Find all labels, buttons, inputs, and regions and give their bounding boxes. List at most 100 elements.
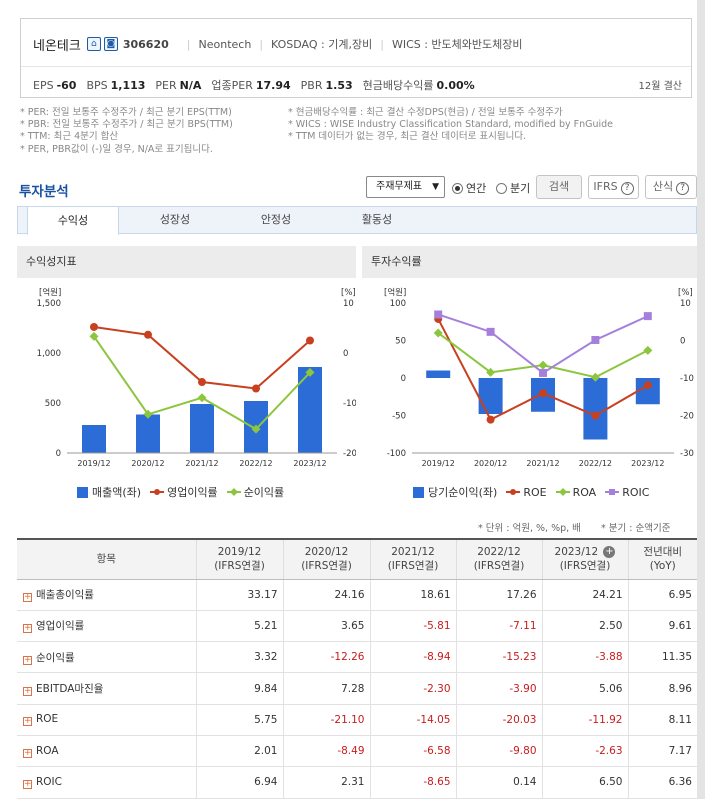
expand-columns-icon[interactable]: + <box>603 546 616 559</box>
expand-row-icon[interactable]: + <box>23 623 32 634</box>
footnotes-left: * PER: 전일 보통주 수정주가 / 최근 분기 EPS(TTM) * PB… <box>20 107 290 156</box>
data-point <box>591 335 600 344</box>
row-label[interactable]: + 순이익률 <box>17 641 196 674</box>
expand-row-icon[interactable]: + <box>23 592 32 603</box>
bar <box>190 404 214 453</box>
table-cell: 0.14 <box>455 766 542 799</box>
legend-item[interactable]: ROIC <box>605 486 649 499</box>
x-tick-label: 2023/12 <box>631 459 664 468</box>
data-point <box>433 328 443 338</box>
chart-title: 투자수익률 <box>362 246 697 278</box>
x-tick-label: 2019/12 <box>77 459 110 468</box>
table-row[interactable]: + 영업이익률 5.21 3.65 -5.81 -7.11 2.50 9.61 <box>17 610 697 643</box>
tab-growth[interactable]: 성장성 <box>159 213 191 226</box>
legend-item[interactable]: ROA <box>555 486 596 499</box>
home-icon[interactable]: ⌂ <box>86 37 101 51</box>
row-label[interactable]: + EBITDA마진율 <box>17 672 196 705</box>
data-point <box>90 322 98 331</box>
row-label[interactable]: + ROIC <box>17 766 196 799</box>
search-button[interactable]: 검색 <box>536 175 582 199</box>
legend-item[interactable]: 영업이익률 <box>150 484 218 500</box>
legend-item[interactable]: 당기순이익(좌) <box>413 484 497 500</box>
table-cell: -21.10 <box>282 704 370 736</box>
table-cell: -8.49 <box>282 735 370 768</box>
table-cell: 24.21 <box>541 579 628 611</box>
legend-item[interactable]: 매출액(좌) <box>77 484 141 500</box>
row-label[interactable]: + 매출총이익률 <box>17 579 196 611</box>
expand-row-icon[interactable]: + <box>23 716 32 727</box>
formula-help-button[interactable]: 산식? <box>645 175 697 199</box>
scrollbar[interactable] <box>697 0 705 799</box>
statement-select[interactable]: 주재무제표 ▼ <box>366 176 445 198</box>
data-point <box>89 331 99 341</box>
section-title: 투자분석 <box>19 184 69 200</box>
table-cell: 33.17 <box>195 579 283 611</box>
chart-title: 수익성지표 <box>17 246 356 278</box>
left-tick-label: 100 <box>390 299 406 309</box>
divider: | <box>380 37 384 51</box>
formula-button-label: 산식 <box>652 180 674 193</box>
expand-row-icon[interactable]: + <box>23 747 32 758</box>
analysis-tabs: 수익성 성장성 안정성 활동성 <box>17 206 697 235</box>
radio-annual[interactable]: 연간 <box>452 180 486 196</box>
x-tick-label: 2022/12 <box>239 459 272 468</box>
tab-profitability[interactable]: 수익성 <box>27 206 119 235</box>
stat-pbr: PBR 1.53 <box>300 78 353 92</box>
legend-line-icon <box>506 489 521 495</box>
header-period: 2023/12 + (IFRS연결) <box>541 538 628 580</box>
tab-stability[interactable]: 안정성 <box>260 213 292 226</box>
table-row[interactable]: + EBITDA마진율 9.84 7.28 -2.30 -3.90 5.06 8.96 <box>17 672 697 705</box>
radio-annual-label: 연간 <box>466 182 487 195</box>
expand-row-icon[interactable]: + <box>23 686 32 697</box>
tab-activity[interactable]: 활동성 <box>361 213 393 226</box>
card-divider <box>21 66 691 67</box>
bar <box>583 378 608 440</box>
ifrs-button-label: IFRS <box>593 180 618 193</box>
table-cell: 3.32 <box>195 641 283 674</box>
left-tick-label: -100 <box>387 449 406 459</box>
yoy-cell: 7.17 <box>627 735 697 768</box>
data-point <box>486 327 495 336</box>
x-tick-label: 2022/12 <box>579 459 612 468</box>
data-point <box>434 310 443 319</box>
x-tick-label: 2021/12 <box>526 459 559 468</box>
table-cell: 5.21 <box>195 610 283 643</box>
left-tick-label: 1,000 <box>37 349 61 359</box>
table-row[interactable]: + ROIC 6.94 2.31 -8.65 0.14 6.50 6.36 <box>17 766 697 799</box>
ifrs-help-button[interactable]: IFRS? <box>588 175 639 199</box>
profitability-chart-panel: 수익성지표 [억원] [%] 1,500 1,000 500 0 10 0 -10 -20 2019… <box>17 246 356 508</box>
radio-quarter-label: 분기 <box>510 182 531 195</box>
radio-quarter[interactable]: 분기 <box>496 180 530 196</box>
expand-row-icon[interactable]: + <box>23 778 32 789</box>
table-row[interactable]: + 순이익률 3.32 -12.26 -8.94 -15.23 -3.88 11.35 <box>17 641 697 674</box>
table-row[interactable]: + ROE 5.75 -21.10 -14.05 -20.03 -11.92 8.11 <box>17 704 697 736</box>
legend-item[interactable]: ROE <box>506 486 547 499</box>
row-label[interactable]: + ROE <box>17 704 196 736</box>
data-point <box>486 415 495 424</box>
data-point <box>591 411 600 420</box>
table-cell: -8.94 <box>369 641 456 674</box>
chart-legend: 당기순이익(좌) ROE ROA ROIC <box>413 484 658 500</box>
legend-item[interactable]: 순이익률 <box>226 484 284 500</box>
company-name: 네온테크 <box>33 38 81 54</box>
table-cell: 2.50 <box>541 610 628 643</box>
left-tick-label: 500 <box>45 399 61 409</box>
x-tick-label: 2020/12 <box>131 459 164 468</box>
table-cell: -3.90 <box>455 672 542 705</box>
right-tick-label: 10 <box>680 299 691 309</box>
x-tick-label: 2019/12 <box>422 459 455 468</box>
investment-return-chart-panel: 투자수익률 [억원] [%] 100 50 0 -50 -100 10 0 -10 -20 -30 20… <box>362 246 697 508</box>
row-label[interactable]: + 영업이익률 <box>17 610 196 643</box>
expand-row-icon[interactable]: + <box>23 654 32 665</box>
table-row[interactable]: + ROA 2.01 -8.49 -6.58 -9.80 -2.63 7.17 <box>17 735 697 768</box>
period-note: * 분기 : 순액기준 <box>600 523 671 534</box>
table-cell: -7.11 <box>455 610 542 643</box>
row-label[interactable]: + ROA <box>17 735 196 768</box>
help-icon: ? <box>620 182 634 195</box>
table-row[interactable]: + 매출총이익률 33.17 24.16 18.61 17.26 24.21 6.95 <box>17 579 697 611</box>
report-icon[interactable]: ◙ <box>103 37 118 51</box>
header-period: 2019/12 (IFRS연결) <box>195 538 283 580</box>
table-cell: 2.01 <box>195 735 283 768</box>
